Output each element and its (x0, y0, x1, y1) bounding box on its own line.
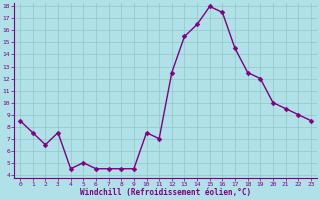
X-axis label: Windchill (Refroidissement éolien,°C): Windchill (Refroidissement éolien,°C) (80, 188, 251, 197)
